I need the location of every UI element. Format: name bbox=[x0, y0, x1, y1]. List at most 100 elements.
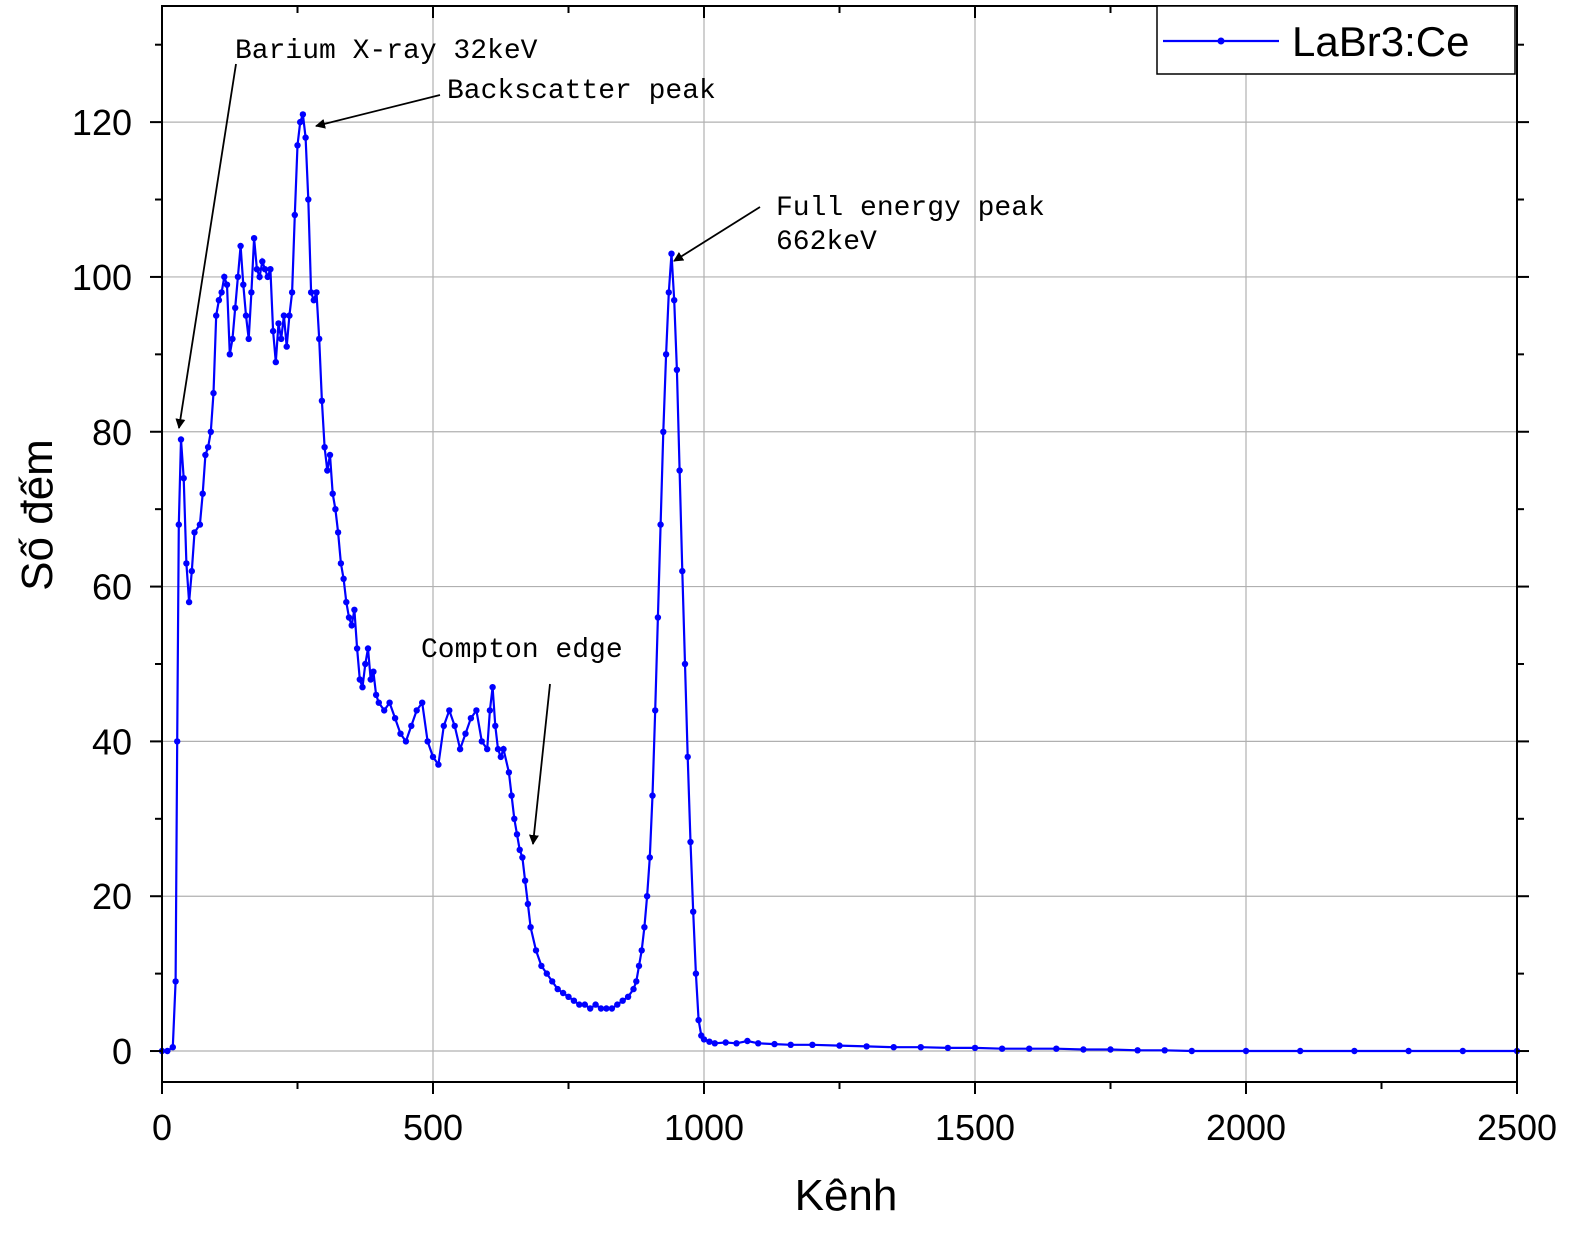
data-point bbox=[1080, 1046, 1087, 1053]
data-point bbox=[505, 769, 513, 776]
data-point bbox=[267, 266, 274, 273]
y-axis-title: Số đếm bbox=[13, 439, 62, 591]
data-point bbox=[291, 211, 298, 219]
data-point bbox=[473, 707, 480, 714]
data-point bbox=[554, 985, 561, 993]
data-point bbox=[237, 242, 244, 250]
data-point bbox=[283, 343, 290, 350]
data-point bbox=[456, 745, 464, 753]
data-point bbox=[264, 273, 271, 281]
annotation-arrow bbox=[673, 206, 761, 262]
data-point bbox=[191, 529, 198, 536]
data-point bbox=[1134, 1047, 1141, 1054]
data-point bbox=[372, 691, 380, 699]
data-point bbox=[516, 846, 523, 853]
data-point bbox=[169, 1044, 176, 1051]
data-point bbox=[646, 854, 653, 861]
data-point bbox=[345, 614, 353, 621]
series-line bbox=[162, 114, 1517, 1053]
data-point bbox=[500, 745, 507, 753]
data-point bbox=[297, 118, 304, 126]
data-point bbox=[863, 1043, 870, 1050]
data-point bbox=[299, 111, 307, 118]
data-point bbox=[519, 854, 526, 861]
data-point bbox=[809, 1041, 816, 1049]
data-point bbox=[353, 645, 361, 652]
plot-background bbox=[162, 6, 1517, 1082]
data-point bbox=[998, 1045, 1006, 1052]
data-point bbox=[576, 1001, 583, 1008]
data-point bbox=[836, 1042, 843, 1049]
data-point bbox=[196, 521, 204, 528]
data-point bbox=[261, 266, 269, 273]
data-point bbox=[313, 289, 320, 296]
data-point bbox=[549, 978, 556, 985]
y-tick-label: 60 bbox=[92, 567, 132, 608]
data-point bbox=[690, 908, 697, 915]
data-point bbox=[210, 389, 217, 397]
data-point bbox=[288, 289, 296, 296]
data-point bbox=[662, 351, 670, 358]
data-point bbox=[240, 281, 247, 288]
data-point bbox=[332, 506, 339, 513]
data-point bbox=[386, 699, 393, 706]
data-point bbox=[633, 978, 640, 985]
y-tick-label: 100 bbox=[72, 257, 132, 298]
series-layer bbox=[158, 111, 1521, 1055]
data-point bbox=[706, 1038, 713, 1045]
data-point bbox=[351, 606, 358, 613]
data-point bbox=[1351, 1047, 1358, 1055]
data-point bbox=[917, 1044, 924, 1051]
data-point bbox=[489, 684, 496, 691]
data-point bbox=[597, 1005, 605, 1012]
annotation-text: Barium X-ray 32keV bbox=[235, 36, 538, 67]
data-point bbox=[581, 1001, 588, 1008]
data-point bbox=[771, 1040, 778, 1048]
x-tick-label: 500 bbox=[403, 1107, 463, 1148]
data-point bbox=[665, 289, 672, 296]
data-point bbox=[370, 668, 377, 675]
data-point bbox=[527, 924, 534, 931]
legend-marker bbox=[1217, 37, 1225, 45]
data-point bbox=[660, 428, 667, 435]
data-point bbox=[521, 877, 529, 884]
data-point bbox=[318, 397, 326, 404]
data-point bbox=[402, 738, 410, 745]
y-tick-label: 0 bbox=[112, 1031, 132, 1072]
data-point bbox=[608, 1005, 616, 1012]
data-point bbox=[334, 529, 342, 536]
data-point bbox=[175, 521, 182, 528]
data-point bbox=[654, 614, 662, 621]
data-point bbox=[700, 1036, 708, 1043]
data-point bbox=[207, 428, 214, 435]
legend: LaBr3:Ce bbox=[1156, 5, 1516, 75]
data-point bbox=[248, 289, 255, 296]
data-point bbox=[486, 707, 494, 714]
data-point bbox=[381, 707, 388, 714]
data-point bbox=[1107, 1046, 1114, 1053]
data-point bbox=[467, 715, 475, 722]
data-point bbox=[641, 924, 648, 931]
data-point bbox=[164, 1047, 171, 1055]
data-point bbox=[624, 993, 632, 1000]
data-point bbox=[1242, 1047, 1250, 1055]
annotation-arrow bbox=[528, 683, 551, 845]
data-point bbox=[1297, 1047, 1304, 1055]
annotation-text: Compton edge bbox=[421, 635, 623, 666]
data-point bbox=[755, 1040, 762, 1047]
data-point bbox=[234, 273, 242, 281]
data-point bbox=[218, 289, 225, 296]
data-point bbox=[1053, 1045, 1060, 1052]
data-point bbox=[202, 451, 209, 459]
data-point bbox=[294, 142, 301, 149]
data-point bbox=[538, 962, 545, 970]
data-point bbox=[676, 467, 683, 474]
data-point bbox=[343, 598, 350, 606]
x-tick-label: 2000 bbox=[1206, 1107, 1286, 1148]
data-point bbox=[375, 699, 382, 706]
data-point bbox=[657, 521, 664, 528]
data-point bbox=[1026, 1045, 1033, 1052]
annotation-arrow bbox=[315, 94, 441, 129]
y-tick-label: 120 bbox=[72, 102, 132, 143]
data-point bbox=[711, 1040, 718, 1047]
